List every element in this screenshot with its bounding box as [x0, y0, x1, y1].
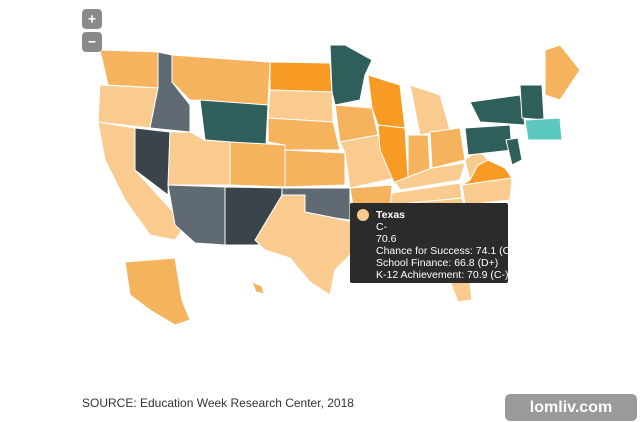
- watermark: lomliv.com: [530, 399, 612, 416]
- state[interactable]: [469, 94, 526, 126]
- state[interactable]: [254, 194, 356, 296]
- state[interactable]: [329, 44, 373, 106]
- tooltip-box: [350, 203, 508, 283]
- state[interactable]: [544, 44, 581, 101]
- tooltip-line: School Finance: 66.8 (D+): [376, 257, 498, 269]
- zoom-in[interactable]: +: [82, 9, 102, 29]
- state[interactable]: [267, 89, 334, 123]
- zoom-out-label[interactable]: −: [88, 34, 96, 50]
- state[interactable]: [464, 124, 513, 156]
- tooltip-state: Texas: [376, 209, 405, 221]
- tooltip-score: 70.6: [376, 233, 397, 245]
- state[interactable]: [134, 127, 171, 196]
- state[interactable]: [505, 137, 523, 166]
- state[interactable]: [524, 117, 563, 141]
- state[interactable]: [229, 141, 286, 188]
- state[interactable]: [171, 54, 271, 106]
- us-map: [97, 44, 581, 326]
- tooltip-grade: C-: [376, 221, 388, 233]
- source: SOURCE: Education Week Research Center, …: [82, 396, 354, 410]
- state[interactable]: [269, 61, 333, 93]
- state[interactable]: [124, 257, 191, 326]
- zoom-in-label[interactable]: +: [88, 11, 96, 27]
- state[interactable]: [99, 49, 161, 89]
- state[interactable]: [519, 84, 545, 121]
- zoom-out-button[interactable]: [82, 32, 102, 52]
- zoom-in-button[interactable]: [82, 9, 102, 29]
- tooltip-line: K-12 Achievement: 70.9 (C-): [376, 269, 508, 281]
- state[interactable]: [97, 84, 159, 129]
- zoom-out[interactable]: −: [82, 32, 102, 52]
- watermark-box: [505, 394, 637, 421]
- tooltip-swatch: [357, 209, 369, 221]
- tooltip: Texas C- 70.6 Chance for Success: 74.1 (…: [350, 203, 514, 283]
- state[interactable]: [284, 149, 346, 188]
- state[interactable]: [199, 99, 269, 146]
- state[interactable]: [394, 162, 466, 191]
- tooltip-line: Chance for Success: 74.1 (C): [376, 245, 514, 257]
- state[interactable]: [461, 177, 513, 206]
- state[interactable]: [409, 84, 451, 136]
- state[interactable]: [167, 184, 226, 246]
- state[interactable]: [251, 281, 265, 295]
- state[interactable]: [429, 127, 466, 169]
